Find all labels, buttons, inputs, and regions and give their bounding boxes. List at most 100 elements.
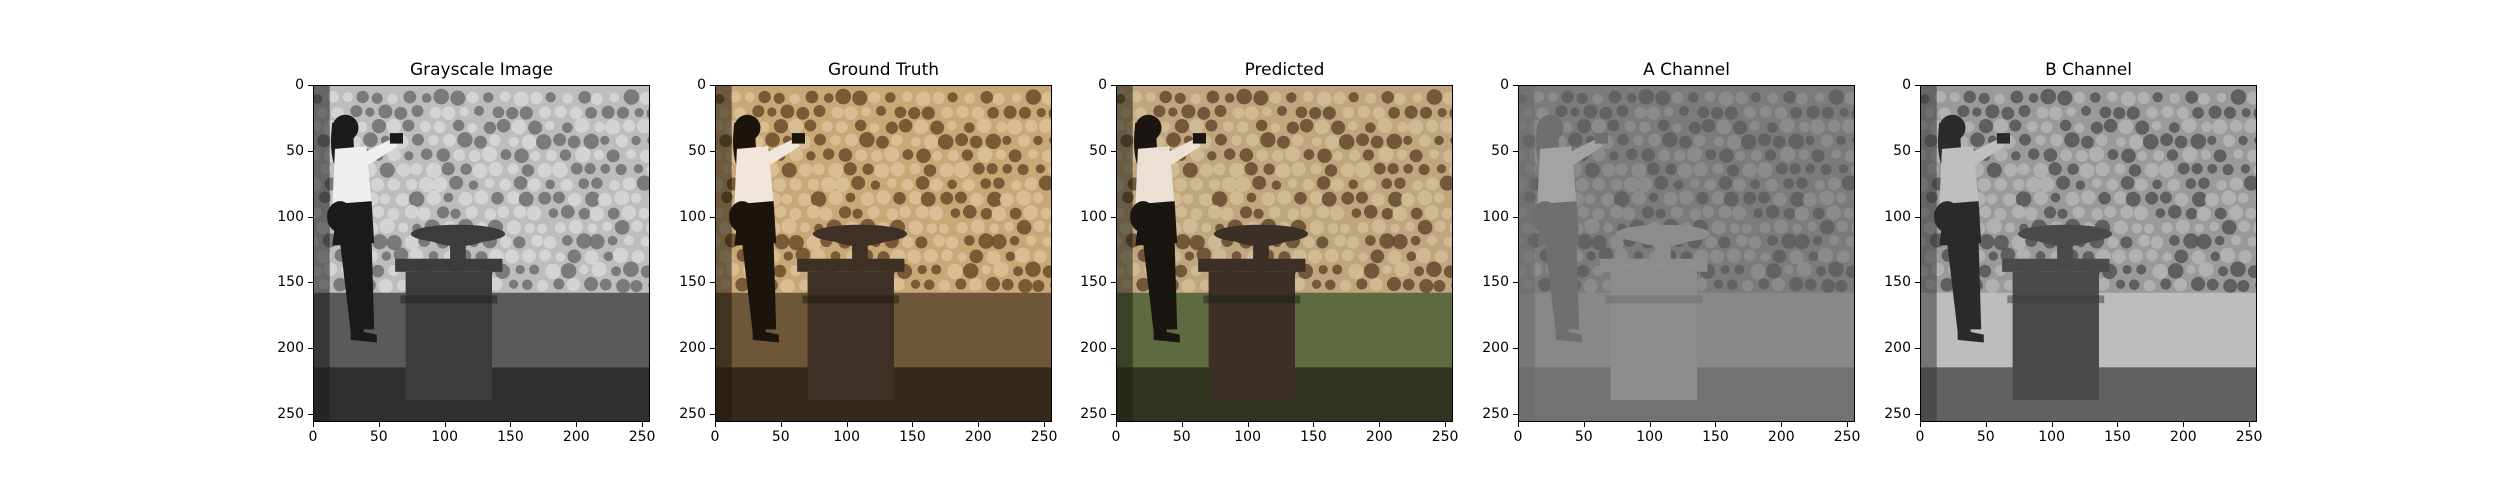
- y-tick-label: 0: [1098, 77, 1107, 93]
- x-tick-label: 200: [1365, 429, 1393, 445]
- y-tick-label: 50: [1089, 142, 1107, 159]
- x-tick: [780, 422, 782, 427]
- x-tick-label: 0: [710, 429, 720, 445]
- x-tick: [576, 422, 578, 427]
- y-tick: [308, 414, 313, 416]
- x-tick: [715, 422, 716, 427]
- y-tick-label: 200: [1884, 340, 1911, 357]
- x-tick-label: 250: [1030, 429, 1058, 445]
- x-tick: [1583, 422, 1585, 427]
- y-tick-label: 200: [277, 340, 304, 357]
- x-tick-label: 0: [1915, 429, 1925, 445]
- panel-image: [1116, 85, 1453, 422]
- x-tick: [642, 422, 644, 427]
- y-tick-label: 250: [679, 406, 706, 423]
- x-tick: [846, 422, 848, 427]
- x-tick-label: 100: [2038, 429, 2066, 445]
- x-tick: [1985, 422, 1987, 427]
- x-tick: [2249, 422, 2251, 427]
- x-tick: [1649, 422, 1651, 427]
- x-tick: [313, 422, 314, 427]
- y-tick-label: 150: [277, 274, 304, 291]
- y-tick-label: 200: [679, 340, 706, 357]
- y-tick: [1513, 282, 1518, 284]
- panel-title: Grayscale Image: [409, 60, 554, 80]
- y-tick: [1513, 150, 1518, 152]
- x-tick: [2183, 422, 2185, 427]
- y-tick-label: 200: [1080, 340, 1107, 357]
- y-tick: [1915, 150, 1920, 152]
- x-tick: [1181, 422, 1183, 427]
- x-tick-label: 50: [1976, 429, 1995, 445]
- x-tick-label: 250: [2235, 429, 2263, 445]
- photo-illustration: [1519, 86, 1854, 421]
- y-tick-label: 50: [1491, 142, 1509, 159]
- y-tick: [1513, 216, 1518, 218]
- x-tick-label: 0: [1111, 429, 1121, 445]
- y-tick: [1915, 414, 1920, 416]
- panel-image: [1518, 85, 1855, 422]
- x-tick: [510, 422, 512, 427]
- y-tick: [1111, 85, 1116, 86]
- y-tick: [710, 348, 715, 350]
- x-tick-label: 50: [369, 429, 388, 445]
- x-tick-label: 200: [562, 429, 590, 445]
- y-tick-label: 200: [1482, 340, 1509, 357]
- photo-illustration: [716, 86, 1051, 421]
- y-tick: [1111, 150, 1116, 152]
- x-tick: [978, 422, 980, 427]
- x-tick-label: 250: [1833, 429, 1861, 445]
- panel-title: Predicted: [1244, 60, 1325, 80]
- x-tick: [1518, 422, 1519, 427]
- x-tick: [1847, 422, 1849, 427]
- x-tick-label: 150: [2104, 429, 2131, 445]
- photo-illustration: [1921, 86, 2256, 421]
- x-tick-label: 150: [1702, 429, 1729, 445]
- x-tick: [1781, 422, 1783, 427]
- y-tick: [1513, 414, 1518, 416]
- y-tick: [1915, 216, 1920, 218]
- y-tick-label: 150: [1080, 274, 1107, 291]
- photo-illustration: [314, 86, 649, 421]
- x-tick: [1715, 422, 1717, 427]
- y-tick-label: 50: [286, 142, 304, 159]
- y-tick-label: 100: [1884, 208, 1911, 225]
- y-tick-label: 250: [1884, 406, 1911, 423]
- x-tick-label: 100: [833, 429, 861, 445]
- x-tick: [444, 422, 446, 427]
- y-tick: [1513, 85, 1518, 86]
- x-tick-label: 200: [964, 429, 992, 445]
- x-tick-label: 100: [1234, 429, 1262, 445]
- y-tick: [1111, 414, 1116, 416]
- x-tick-label: 100: [1636, 429, 1664, 445]
- y-tick: [308, 216, 313, 218]
- y-tick: [710, 216, 715, 218]
- y-tick: [1915, 348, 1920, 350]
- y-tick: [1111, 282, 1116, 284]
- x-tick: [1247, 422, 1249, 427]
- x-tick-label: 50: [1574, 429, 1593, 445]
- panel-image: [715, 85, 1052, 422]
- y-tick-label: 250: [1080, 406, 1107, 423]
- y-tick: [1111, 216, 1116, 218]
- y-tick-label: 0: [1500, 77, 1509, 93]
- x-tick-label: 0: [1513, 429, 1523, 445]
- y-tick: [710, 414, 715, 416]
- panel-image: [1920, 85, 2257, 422]
- x-tick-label: 50: [1172, 429, 1191, 445]
- x-tick-label: 150: [899, 429, 926, 445]
- x-tick: [1445, 422, 1447, 427]
- y-tick-label: 0: [1902, 77, 1911, 93]
- x-tick-label: 200: [1767, 429, 1795, 445]
- panel-title: A Channel: [1643, 60, 1730, 80]
- y-tick-label: 250: [1482, 406, 1509, 423]
- x-tick-label: 250: [1431, 429, 1459, 445]
- y-tick: [308, 282, 313, 284]
- x-tick-label: 150: [1300, 429, 1327, 445]
- y-tick-label: 0: [697, 77, 706, 93]
- y-tick-label: 100: [277, 208, 304, 225]
- x-tick: [1044, 422, 1046, 427]
- x-tick: [378, 422, 380, 427]
- y-tick-label: 100: [1482, 208, 1509, 225]
- y-tick-label: 50: [1893, 142, 1911, 159]
